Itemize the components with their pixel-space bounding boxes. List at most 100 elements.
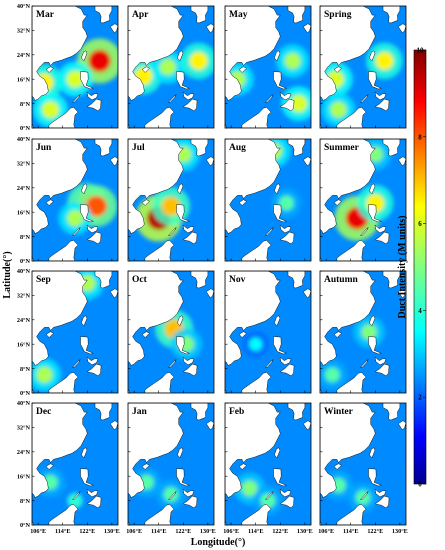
landmass [141,66,150,73]
map-panel: Spring [319,5,407,129]
map-panel: Sep 0°N 8°N 16°N 24°N 32°N 40°N [17,268,119,397]
landmass [141,331,150,338]
landmass [333,463,342,470]
landmass [225,6,281,101]
intensity-hotspot [66,210,84,227]
y-tick-label: 40°N [17,3,31,10]
landmass [81,50,88,62]
landmass [109,288,118,299]
landmass [264,491,274,500]
landmass [45,463,54,470]
landmass [274,315,281,327]
landmass [225,388,228,393]
y-tick-label: 0°N [20,258,31,265]
panel-frame [224,402,312,526]
intensity-hotspot [260,493,276,509]
landmass [238,66,247,73]
panel-title: Jun [36,143,52,153]
landmass [374,356,387,366]
landmass [141,199,150,206]
landmass [374,91,387,101]
landmass [86,231,102,245]
landmass [128,520,131,525]
landmass [320,271,376,366]
landmass [109,23,118,34]
landmass [128,139,184,234]
landmass [397,156,406,167]
landmass [336,240,367,261]
landmass [177,447,184,459]
landmass [167,491,177,500]
landmass [320,256,323,261]
landmass [109,420,118,431]
y-tick-label: 0°N [20,522,31,529]
x-tick-label: 114°E [343,528,359,535]
landmass [45,199,54,206]
map-panel: Summer [319,138,407,262]
landmass [128,388,131,393]
colorbar-gradient [413,49,427,485]
landmass [264,359,274,368]
panel-title: Apr [132,10,149,20]
intensity-hotspot [361,324,377,340]
intensity-hotspot [86,195,107,217]
landmass [320,520,323,525]
y-tick-label: 40°N [17,136,31,143]
panel-title: Aug [229,143,246,153]
landmass [264,227,274,236]
landmass [279,98,295,112]
y-tick-label: 24°N [17,185,31,192]
landmass [302,23,311,34]
landmass [205,23,214,34]
map-panel: Autumn [319,270,407,394]
landmass [273,71,288,90]
intensity-hotspot [249,337,263,351]
landmass [374,488,387,498]
panel-frame [319,138,407,262]
landmass [273,204,288,223]
landmass [94,139,113,157]
landmass [182,363,198,377]
landmass [287,6,306,24]
landmass [302,420,311,431]
landmass [177,50,184,62]
landmass [336,504,367,525]
landmass [32,139,88,234]
map-panel: May [224,5,312,129]
landmass [167,227,177,236]
x-tick-label: 106°E [30,528,46,535]
map-panel: Apr [127,5,215,129]
landmass [80,204,95,223]
landmass [80,336,95,355]
panel-title: May [229,10,248,20]
landmass [225,520,228,525]
landmass [287,271,306,289]
y-tick-label: 32°N [17,161,31,168]
landmass [86,98,102,112]
x-axis-label: Longitude(°) [191,537,246,548]
landmass [167,359,177,368]
landmass [48,107,79,128]
landmass [333,66,342,73]
intensity-hotspot [163,487,179,502]
landmass [32,388,35,393]
y-tick-label: 8°N [20,101,31,108]
y-tick-label: 8°N [20,366,31,373]
landmass [374,363,390,377]
landmass [45,66,54,73]
x-tick-label: 130°E [392,528,408,535]
y-tick-label: 32°N [17,293,31,300]
landmass [205,156,214,167]
landmass [190,6,209,24]
landmass [274,183,281,195]
colorbar-tick-label: 0 [418,481,422,489]
landmass [86,91,99,101]
x-tick-label: 130°E [200,528,216,535]
landmass [320,6,376,101]
landmass [225,123,228,128]
landmass [225,256,228,261]
panel-frame [31,5,119,129]
landmass [86,356,99,366]
landmass [71,491,81,500]
panel-frame [31,402,119,526]
